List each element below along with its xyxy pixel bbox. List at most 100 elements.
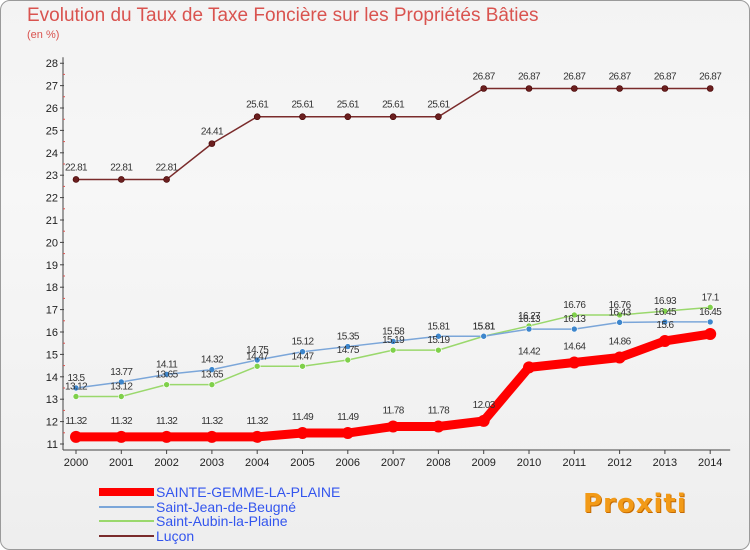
x-tick-label: 2014 [698, 457, 722, 469]
data-point [525, 85, 533, 92]
data-label: 17.1 [702, 292, 720, 303]
data-point [115, 430, 128, 443]
x-tick-label: 2000 [64, 457, 88, 469]
data-label: 11.32 [65, 416, 87, 427]
data-point [523, 361, 535, 374]
data-point [253, 113, 261, 121]
data-label: 16.93 [654, 296, 677, 307]
x-tick-label: 2011 [562, 457, 586, 469]
y-tick-label: 14 [46, 372, 58, 384]
legend-label: SAINTE-GEMME-LA-PLAINE [156, 484, 341, 500]
data-point [163, 176, 170, 183]
data-point [480, 332, 488, 340]
data-point [72, 393, 80, 400]
data-point [208, 366, 216, 373]
data-point [299, 113, 306, 121]
data-label: 25.61 [291, 100, 314, 111]
data-label: 13.12 [65, 382, 88, 393]
data-label: 14.75 [246, 345, 269, 356]
chart-data-labels: 11.32 11.32 11.32 11.32 11.32 11.49 11.49 11.78… [65, 72, 723, 427]
x-tick-label: 2013 [653, 457, 677, 469]
data-point [616, 85, 623, 92]
data-point [299, 362, 306, 370]
data-point [341, 427, 354, 440]
y-tick-label: 17 [46, 305, 58, 317]
y-tick-label: 25 [46, 125, 58, 137]
data-label: 25.61 [382, 100, 405, 111]
y-tick-label: 16 [46, 327, 58, 339]
data-point [118, 393, 125, 400]
data-label: 26.87 [609, 72, 632, 83]
data-point [570, 85, 578, 92]
data-label: 14.75 [337, 345, 360, 356]
data-point [70, 430, 82, 443]
chart-series [70, 85, 717, 443]
data-point [205, 430, 218, 443]
y-tick-label: 23 [46, 170, 58, 182]
data-point [118, 176, 125, 183]
data-label: 11.32 [156, 416, 178, 427]
data-point [570, 325, 578, 333]
data-point [118, 378, 125, 386]
chart-title: Evolution du Taux de Taxe Foncière sur l… [27, 5, 539, 26]
data-label: 15.12 [291, 337, 314, 348]
x-tick-label: 2010 [517, 457, 541, 469]
data-label: 22.81 [156, 162, 179, 173]
data-label: 11.32 [201, 416, 223, 427]
data-label: 15.81 [473, 321, 496, 332]
data-label: 16.45 [654, 307, 677, 318]
legend-swatch [99, 520, 154, 522]
y-tick-label: 21 [46, 215, 58, 227]
data-point [163, 371, 170, 378]
data-label: 13.77 [110, 367, 133, 378]
x-tick-label: 2006 [336, 457, 360, 469]
data-point [208, 381, 216, 388]
data-point [296, 427, 309, 440]
series-3 [72, 85, 714, 183]
data-point [704, 328, 717, 341]
data-point [706, 304, 714, 311]
data-label: 13.5 [67, 373, 85, 384]
data-label: 26.87 [563, 72, 586, 83]
data-point [389, 346, 397, 354]
data-point [163, 381, 170, 388]
y-tick-label: 27 [46, 81, 58, 93]
data-label: 25.61 [337, 100, 360, 111]
data-point [72, 384, 80, 392]
y-tick-label: 12 [46, 417, 58, 429]
legend-swatch [99, 488, 154, 496]
x-tick-label: 2008 [426, 457, 450, 469]
data-label: 16.43 [609, 307, 632, 318]
data-point [570, 311, 578, 319]
data-label: 11.32 [247, 416, 269, 427]
data-point [616, 319, 623, 326]
data-label: 16.13 [518, 314, 541, 325]
legend-swatch [99, 534, 154, 537]
data-label: 12.03 [473, 400, 496, 411]
data-label: 11.78 [428, 406, 450, 417]
data-point [706, 85, 714, 92]
y-tick-label: 22 [46, 193, 58, 205]
data-label: 16.76 [563, 300, 586, 311]
data-label: 15.35 [337, 332, 360, 343]
data-label: 14.64 [563, 341, 586, 352]
data-label: 13.65 [201, 370, 224, 381]
data-point [477, 414, 490, 427]
data-point [387, 420, 400, 433]
data-label: 22.81 [110, 162, 133, 173]
legend-label: Saint-Aubin-la-Plaine [156, 513, 288, 529]
y-tick-label: 13 [46, 394, 58, 406]
series-2 [72, 304, 714, 400]
data-point [435, 113, 442, 121]
data-point [253, 362, 261, 370]
data-label: 14.47 [291, 351, 314, 362]
data-point [160, 430, 173, 443]
data-point [432, 420, 445, 433]
chart-unit-label: (en %) [27, 29, 60, 41]
data-label: 24.41 [201, 127, 224, 138]
y-tick-label: 15 [46, 349, 58, 361]
data-point [253, 356, 261, 364]
data-point [480, 85, 488, 92]
